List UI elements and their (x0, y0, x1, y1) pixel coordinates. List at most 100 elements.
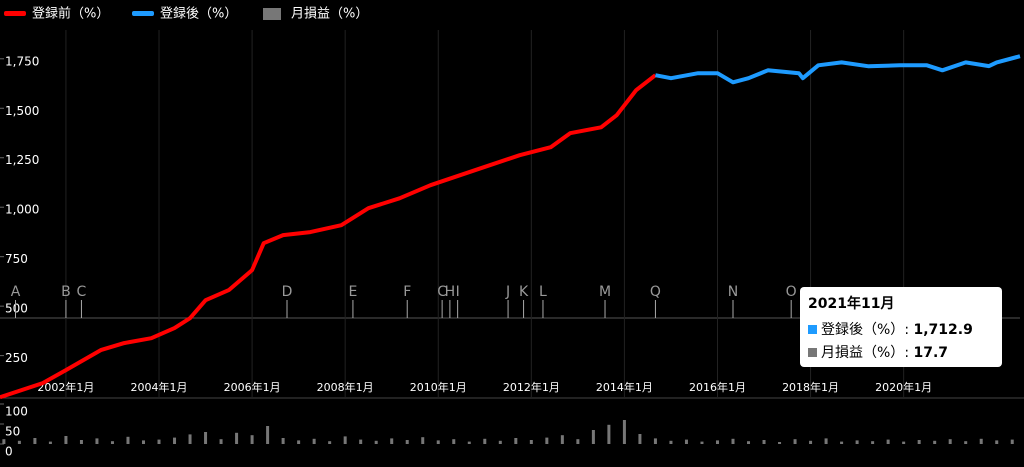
bar (17, 440, 21, 444)
x-tick-label: 2014年1月 (596, 380, 653, 394)
bar (374, 440, 378, 444)
legend-label: 月損益（%） (291, 7, 368, 22)
bar (467, 441, 471, 444)
swatch (808, 348, 817, 357)
legend-label: 登録前（%） (32, 6, 109, 22)
bar (576, 439, 580, 444)
bar (266, 426, 270, 444)
bar (622, 420, 626, 444)
bar (871, 441, 875, 444)
x-tick-label: 2018年1月 (782, 380, 839, 394)
bar (591, 430, 595, 444)
bar (405, 440, 409, 444)
bar (390, 438, 394, 444)
x-tick-label: 2012年1月 (503, 380, 560, 394)
bar (79, 440, 83, 444)
bar (235, 432, 239, 444)
bar (297, 440, 301, 444)
y-tick-label: 1,500 (5, 104, 39, 118)
event-label: D (282, 284, 293, 300)
bar (560, 435, 564, 444)
bar (964, 441, 968, 444)
bar (917, 440, 921, 444)
bar (48, 441, 52, 444)
bar (126, 436, 130, 444)
y2-tick-label: 0 (5, 445, 13, 459)
bar (747, 441, 751, 444)
event-label: E (348, 284, 357, 300)
y-tick-label: 1,750 (5, 54, 39, 68)
bar (2, 439, 6, 444)
bar (141, 440, 145, 444)
y-tick-label: 1,250 (5, 153, 39, 167)
y-tick-label: 1,000 (5, 203, 39, 217)
x-tick-label: 2002年1月 (37, 380, 94, 394)
event-label: K (519, 284, 529, 300)
bar (110, 441, 114, 444)
event-label: J (505, 284, 510, 300)
bar (995, 440, 999, 444)
bar (545, 437, 549, 444)
y2-tick-label: 100 (5, 405, 28, 419)
y-tick-label: 500 (5, 302, 28, 316)
bar (529, 440, 533, 444)
bar (669, 440, 673, 444)
row-name: 登録後（%） (821, 322, 905, 338)
legend-swatch (263, 8, 281, 20)
bar (343, 436, 347, 444)
bar (731, 438, 735, 444)
bar (312, 438, 316, 444)
legend-swatch (4, 11, 26, 16)
bar (933, 440, 937, 444)
event-label: O (786, 284, 797, 300)
bar (452, 439, 456, 444)
bar (607, 424, 611, 444)
row-name: 月損益（%） (821, 345, 905, 361)
bar (328, 441, 332, 444)
x-tick-label: 2010年1月 (410, 380, 467, 394)
event-label: F (403, 284, 411, 300)
bar (715, 440, 719, 444)
line (0, 73, 657, 400)
bar (809, 440, 813, 444)
y-tick-label: 250 (5, 351, 28, 365)
x-tick-label: 2006年1月 (224, 380, 281, 394)
bar (514, 438, 518, 444)
event-label: N (728, 284, 738, 300)
bar (762, 440, 766, 444)
separator: : (904, 322, 910, 338)
bar (700, 441, 704, 444)
bar (855, 440, 859, 444)
bar (219, 439, 223, 444)
event-label: H (445, 284, 456, 300)
x-tick-label: 2016年1月 (689, 380, 746, 394)
bar (281, 438, 285, 444)
bar (653, 438, 657, 444)
y-tick-label: 750 (5, 252, 28, 266)
bar (64, 436, 68, 444)
event-label: L (539, 284, 547, 300)
bar (436, 440, 440, 444)
swatch (808, 325, 817, 334)
bar (1010, 439, 1014, 444)
bar (483, 438, 487, 444)
bar (421, 437, 425, 444)
bar (684, 439, 688, 444)
separator: : (904, 345, 910, 361)
legend-swatch (132, 11, 154, 16)
bar (204, 432, 208, 444)
row-value: 17.7 (913, 345, 949, 361)
tooltip-title: 2021年11月 (808, 296, 895, 312)
row-value: 1,712.9 (913, 322, 973, 338)
bar (188, 434, 192, 444)
bar (840, 441, 844, 444)
event-label: I (456, 284, 460, 300)
event-label: M (599, 284, 611, 300)
tooltip-row: 月損益（%）: 17.7 (808, 342, 994, 362)
bar (778, 442, 782, 444)
bar (902, 441, 906, 444)
legend-label: 登録後（%） (160, 7, 237, 22)
y2-tick-label: 50 (5, 425, 20, 439)
